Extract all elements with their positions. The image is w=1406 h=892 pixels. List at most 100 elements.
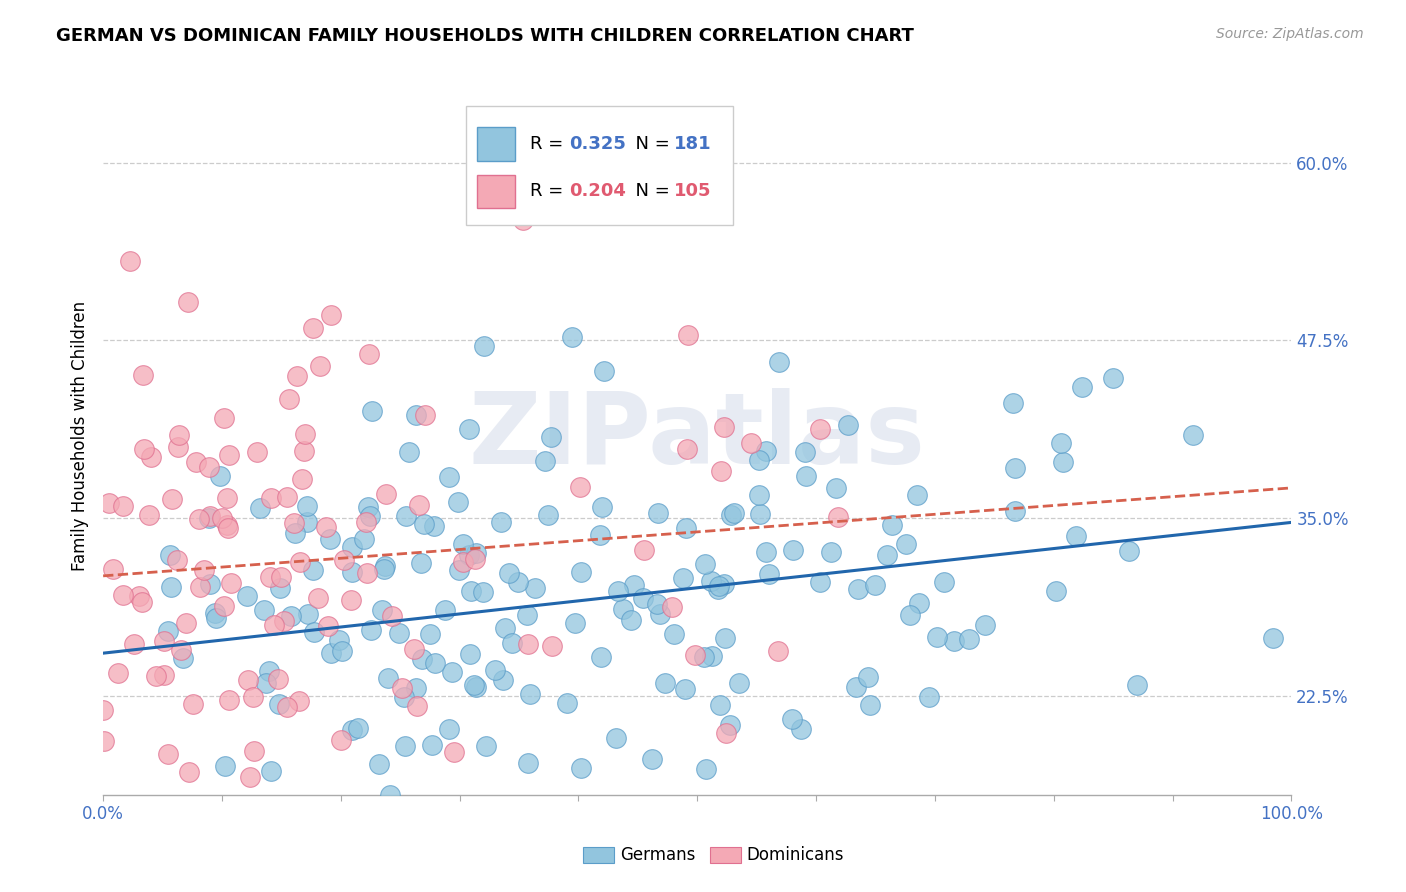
Point: [475, 739, 498, 754]
Point: [894, 536, 917, 550]
Point: [277, 392, 299, 407]
Point: [167, 428, 190, 442]
Point: [236, 590, 259, 604]
Point: [260, 764, 283, 778]
Point: [170, 643, 193, 657]
Point: [249, 501, 271, 516]
Text: ZIPatlas: ZIPatlas: [468, 388, 925, 484]
Point: [319, 646, 342, 660]
Point: [97, 496, 120, 510]
Point: [620, 613, 643, 627]
Point: [356, 566, 378, 581]
Text: Source: ZipAtlas.com: Source: ZipAtlas.com: [1216, 27, 1364, 41]
Point: [215, 491, 238, 505]
Point: [647, 506, 669, 520]
Point: [257, 665, 280, 679]
Point: [394, 739, 416, 753]
Point: [159, 548, 181, 562]
Point: [302, 563, 325, 577]
Point: [354, 515, 377, 529]
Point: [727, 676, 749, 690]
Point: [591, 500, 613, 514]
Point: [188, 512, 211, 526]
Point: [501, 636, 523, 650]
Point: [517, 756, 540, 771]
Point: [917, 690, 939, 704]
Point: [172, 651, 194, 665]
Point: [423, 519, 446, 533]
Point: [409, 557, 432, 571]
Point: [217, 521, 239, 535]
Point: [353, 533, 375, 547]
Point: [458, 647, 481, 661]
Point: [932, 574, 955, 589]
Point: [205, 611, 228, 625]
Point: [270, 570, 292, 584]
Point: [243, 744, 266, 758]
Point: [120, 253, 142, 268]
Point: [808, 574, 831, 589]
Point: [183, 697, 205, 711]
Point: [702, 648, 724, 663]
Point: [361, 404, 384, 418]
Point: [758, 566, 780, 581]
Point: [673, 681, 696, 696]
Point: [512, 212, 534, 227]
Point: [859, 698, 882, 712]
Point: [534, 454, 557, 468]
Point: [359, 508, 381, 523]
Point: [112, 499, 135, 513]
Point: [1004, 461, 1026, 475]
Point: [794, 444, 817, 458]
Point: [160, 813, 183, 827]
Point: [318, 532, 340, 546]
Point: [718, 718, 741, 732]
Point: [166, 553, 188, 567]
Text: GERMAN VS DOMINICAN FAMILY HOUSEHOLDS WITH CHILDREN CORRELATION CHART: GERMAN VS DOMINICAN FAMILY HOUSEHOLDS WI…: [56, 27, 914, 45]
Point: [132, 368, 155, 382]
Point: [290, 555, 312, 569]
Point: [131, 595, 153, 609]
Point: [1126, 678, 1149, 692]
Bar: [478, 175, 516, 208]
Point: [606, 584, 628, 599]
Point: [214, 759, 236, 773]
Point: [437, 470, 460, 484]
Point: [706, 582, 728, 597]
Point: [315, 519, 337, 533]
Point: [340, 593, 363, 607]
Point: [174, 616, 197, 631]
Point: [288, 694, 311, 708]
Point: [790, 723, 813, 737]
Point: [713, 420, 735, 434]
Point: [675, 521, 697, 535]
Text: 0.204: 0.204: [569, 182, 626, 201]
Point: [464, 552, 486, 566]
Point: [661, 822, 683, 837]
Point: [184, 455, 207, 469]
Point: [569, 565, 592, 579]
Point: [357, 347, 380, 361]
Point: [973, 617, 995, 632]
Point: [408, 498, 430, 512]
Point: [837, 417, 859, 432]
Point: [198, 460, 221, 475]
Point: [93, 733, 115, 747]
Point: [447, 563, 470, 577]
Point: [676, 442, 699, 456]
Point: [316, 619, 339, 633]
Point: [405, 409, 427, 423]
Point: [375, 487, 398, 501]
Point: [134, 442, 156, 456]
Point: [156, 747, 179, 762]
Point: [212, 599, 235, 614]
Point: [723, 506, 745, 520]
Point: [333, 553, 356, 567]
Point: [845, 680, 868, 694]
Point: [768, 355, 790, 369]
Point: [420, 738, 443, 752]
Point: [346, 721, 368, 735]
Point: [284, 526, 307, 541]
Point: [404, 642, 426, 657]
Point: [457, 548, 479, 562]
